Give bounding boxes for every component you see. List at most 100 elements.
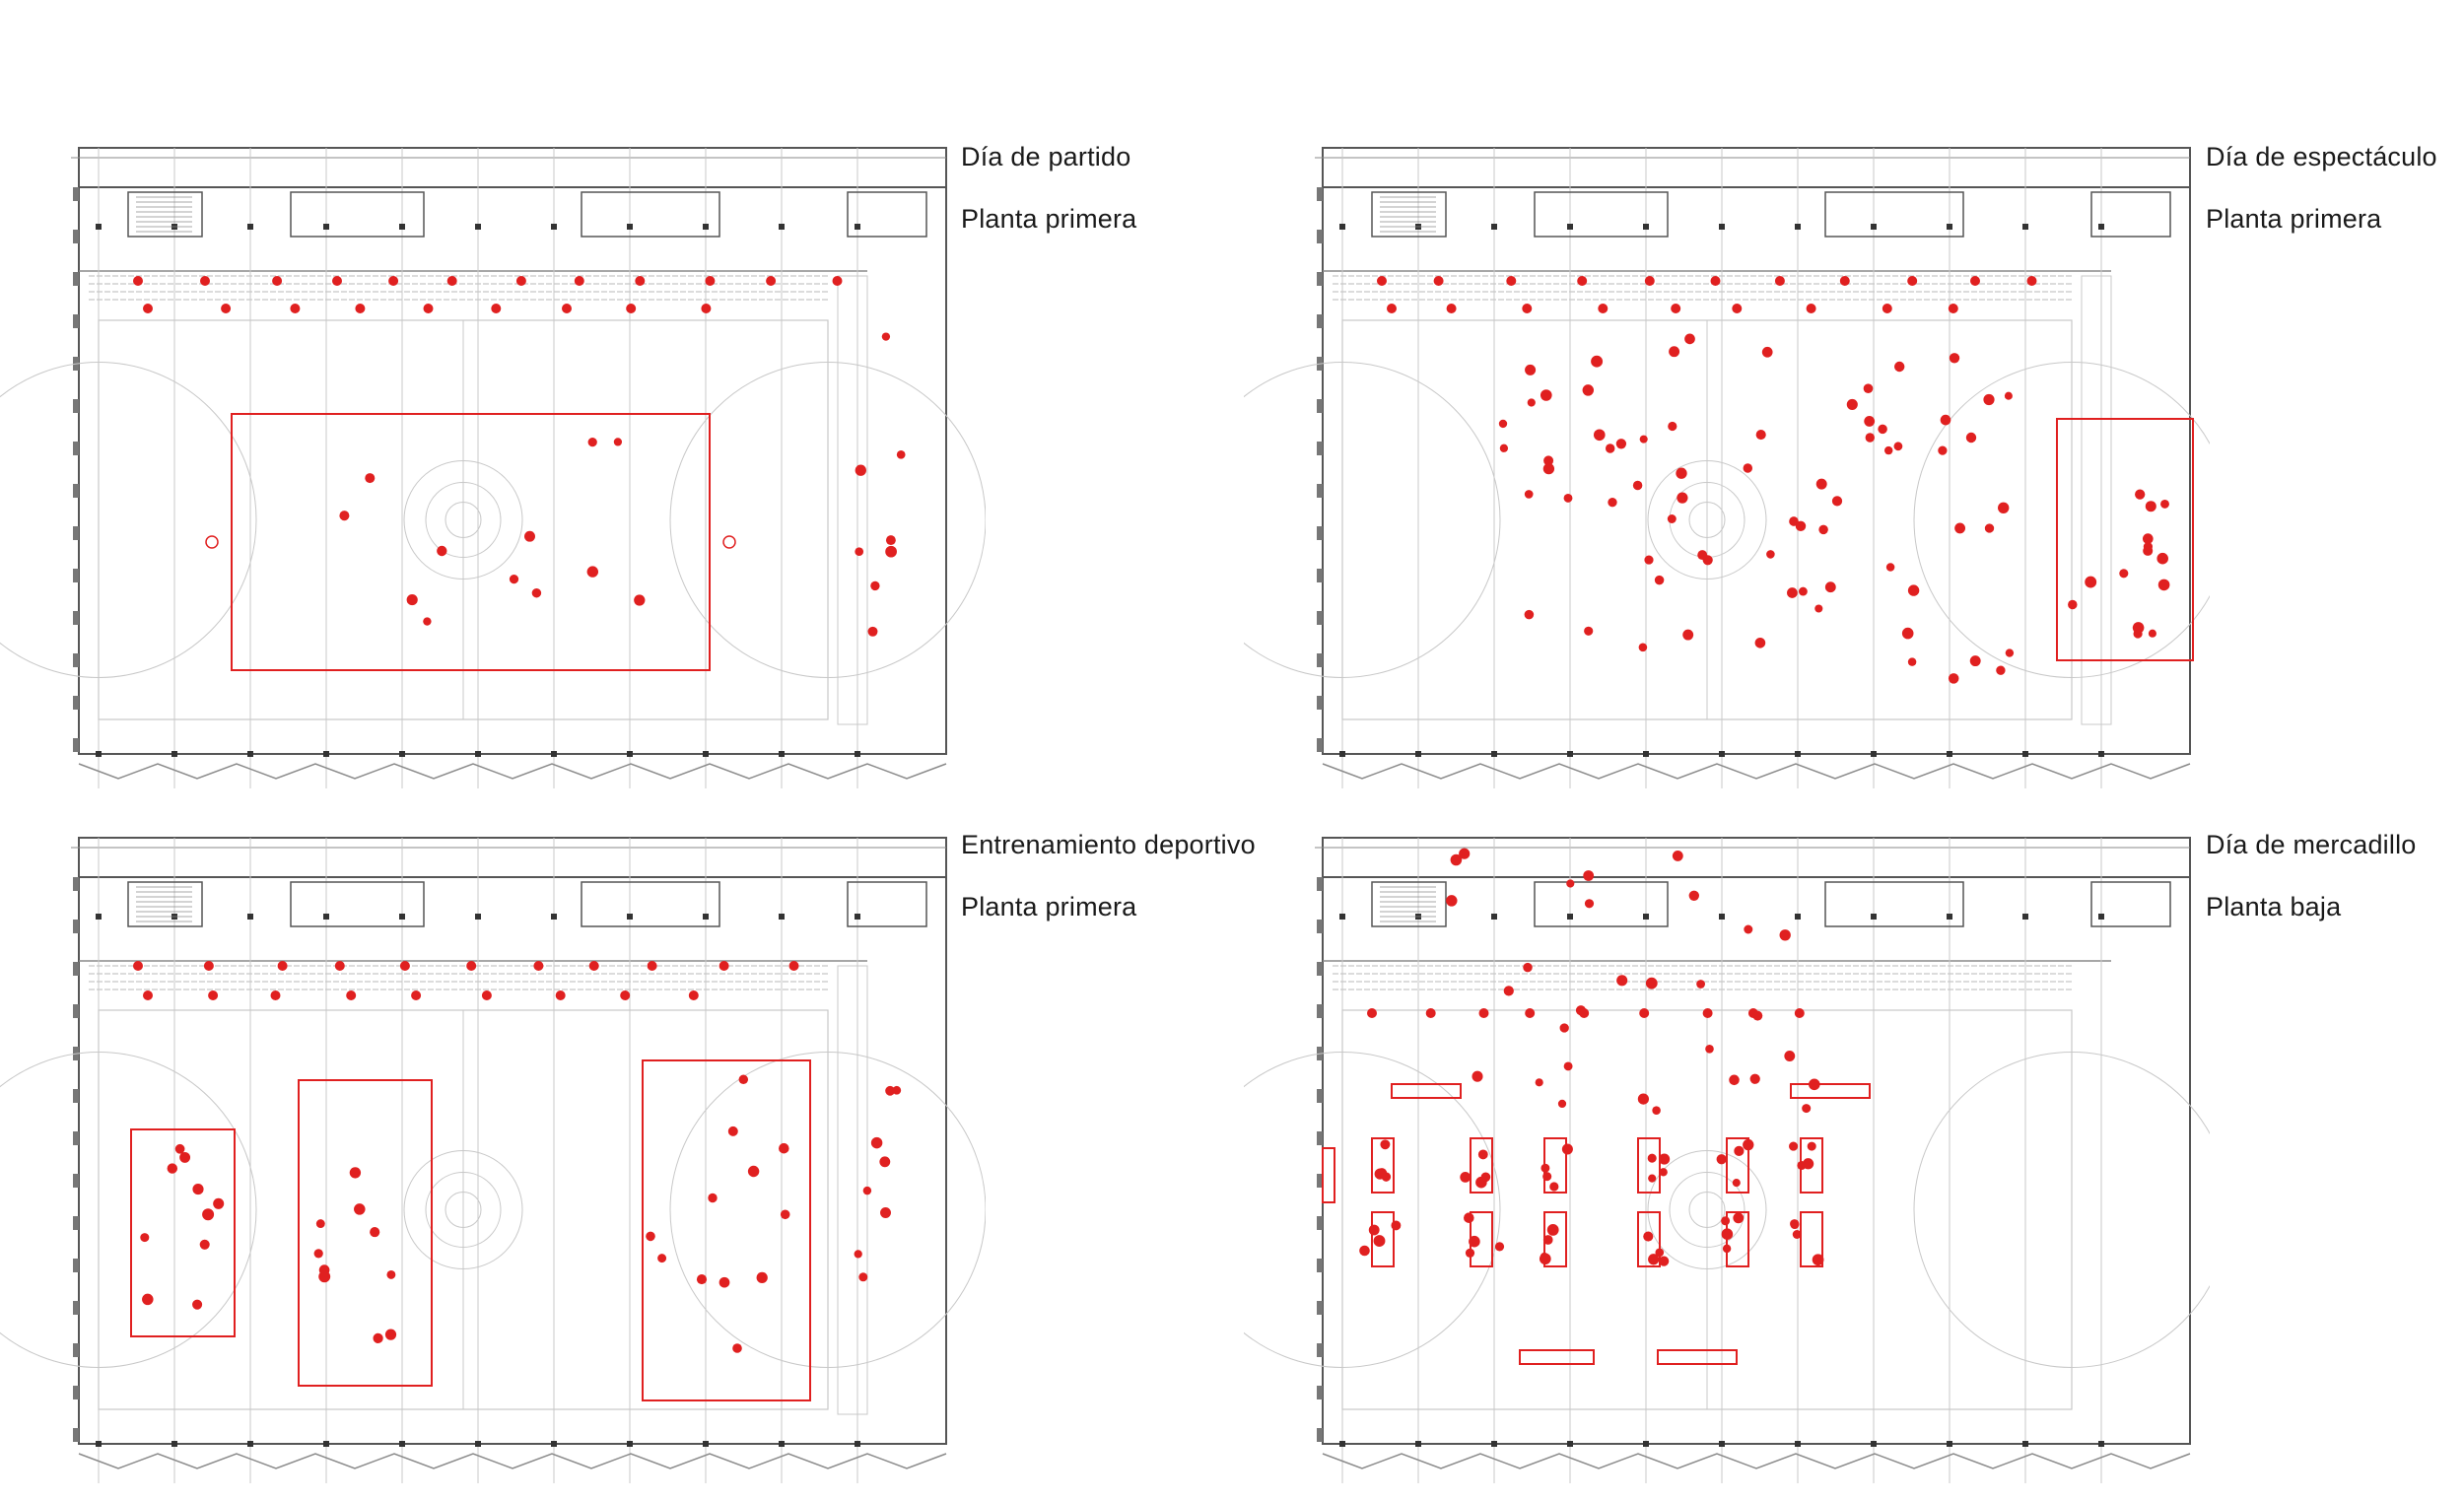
person-figure [732,1343,742,1353]
person-figure [1477,1149,1488,1160]
column [247,224,253,230]
person-figure [896,449,906,459]
wall-tick [73,1428,79,1442]
column [2022,1441,2028,1447]
person-figure [719,1276,730,1288]
column [1795,751,1801,757]
person-figure [339,511,350,521]
service-block [2090,881,2171,927]
person-figure [277,961,288,971]
person-figure [1391,1220,1402,1231]
person-figure [1584,626,1594,636]
column [1339,914,1345,920]
person-figure [1543,455,1554,466]
person-figure [719,961,729,971]
person-figure [885,535,896,546]
service-block [2090,191,2171,238]
person-figure [747,1165,760,1178]
goal-marker [205,535,219,549]
service-block [127,881,203,927]
person-figure [192,1184,204,1195]
person-figure [2145,501,2156,512]
wall-tick [1317,877,1323,891]
column [1567,1441,1573,1447]
person-figure [133,276,143,286]
person-figure [1784,1051,1796,1061]
person-figure [1387,304,1397,313]
person-figure [509,574,519,584]
training-court-outline [298,1079,433,1387]
wall-tick [1317,230,1323,243]
person-figure [1632,480,1643,491]
wall-tick [73,526,79,540]
person-figure [1688,890,1699,901]
person-figure [1885,563,1895,572]
column [323,1441,329,1447]
panel-title-mercadillo: Día de mercadillo [2206,830,2417,859]
person-figure [885,1085,896,1096]
person-figure [1540,1163,1550,1173]
person-figure [1525,1008,1536,1018]
training-court-outline [642,1059,811,1401]
person-figure [1954,522,1966,534]
person-figure [1865,433,1876,443]
person-figure [313,1249,323,1259]
person-figure [1667,514,1677,523]
column [399,1441,405,1447]
person-figure [1446,895,1458,907]
column [703,751,709,757]
person-figure [2004,391,2013,400]
facade-zigzag [1322,1453,2191,1469]
person-figure [867,626,878,637]
person-figure [1373,1235,1386,1248]
person-figure [1648,1254,1660,1265]
person-figure [1583,870,1595,881]
wall-tick [73,569,79,582]
person-figure [1577,276,1588,286]
person-figure [1591,355,1604,368]
column [779,914,785,920]
wall-tick [73,877,79,891]
person-figure [1655,1248,1665,1258]
person-figure [1684,333,1695,345]
market-counter [1391,1083,1462,1099]
person-figure [1367,1008,1377,1018]
facade-zigzag [78,763,947,780]
column [2022,914,2028,920]
person-figure [1697,550,1708,561]
person-figure [1566,879,1575,888]
person-figure [1639,1008,1650,1018]
person-figure [1938,445,1948,455]
person-figure [647,961,657,971]
person-figure [1774,276,1785,286]
wall-tick [1317,1428,1323,1442]
column [1795,1441,1801,1447]
person-figure [1478,1008,1489,1018]
match-court-outline [231,413,711,671]
person-figure [1907,657,1917,666]
person-figure [766,276,777,286]
person-figure [1734,1145,1745,1156]
market-stall [1371,1137,1395,1194]
person-figure [562,304,572,313]
wall-tick [73,738,79,752]
person-figure [1802,1104,1812,1114]
wall-tick [1317,1004,1323,1018]
court-arc [669,1052,986,1368]
column [1339,751,1345,757]
wall-tick [73,272,79,286]
person-figure [2085,576,2097,588]
column [1947,751,1952,757]
wall-tick [73,1131,79,1145]
person-figure [2142,533,2154,544]
column [1567,224,1573,230]
person-figure [1645,977,1658,989]
person-figure [1644,276,1655,286]
column [96,224,102,230]
person-figure [1824,581,1836,593]
column [779,751,785,757]
person-figure [1377,276,1387,286]
column [1643,1441,1649,1447]
person-figure [879,1156,891,1168]
court-arc [1913,362,2210,678]
